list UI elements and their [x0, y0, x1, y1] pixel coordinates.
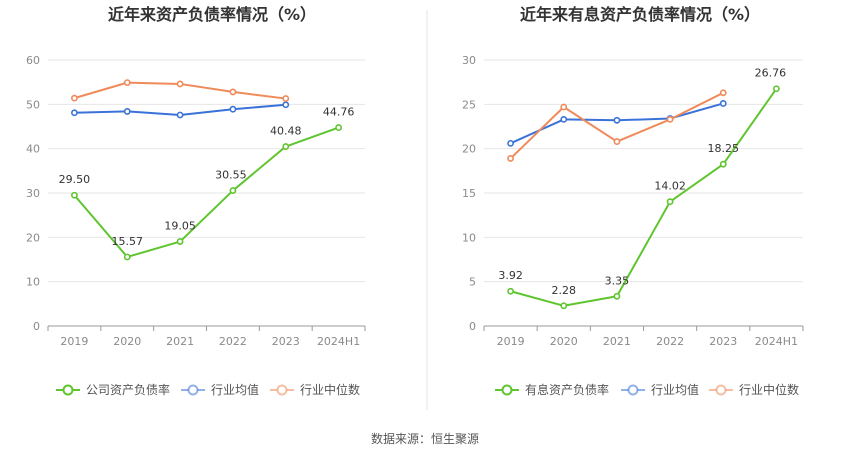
- data-point: [719, 100, 727, 107]
- legend-entry: 行业均值: [211, 382, 259, 397]
- data-label: 18.25: [708, 142, 740, 155]
- data-point: [560, 116, 568, 123]
- series-line: [510, 88, 778, 307]
- y-tick-label: 5: [469, 276, 476, 289]
- legend-entry: 公司资产负债率: [86, 382, 170, 397]
- data-label: 26.76: [755, 67, 787, 80]
- data-point: [229, 105, 237, 113]
- y-tick-label: 30: [462, 54, 476, 67]
- data-point: [123, 253, 131, 261]
- data-point: [123, 108, 131, 115]
- data-label: 44.76: [323, 106, 355, 119]
- data-source-text: 数据来源：恒生聚源: [371, 431, 479, 446]
- legend-entry: 行业均值: [651, 382, 699, 397]
- data-label: 15.57: [112, 235, 144, 248]
- data-point: [507, 287, 514, 295]
- x-tick-label: 2019: [497, 335, 525, 348]
- data-point: [282, 143, 290, 150]
- y-tick-label: 10: [462, 231, 476, 244]
- data-point: [613, 116, 621, 124]
- series-line: [73, 126, 339, 258]
- data-point: [560, 103, 568, 111]
- legend-entry: 有息资产负债率: [525, 382, 609, 397]
- legend-swatch-marker: [501, 384, 513, 396]
- legend-entry: 行业中位数: [739, 382, 799, 397]
- x-tick-label: 2021: [166, 335, 194, 348]
- y-tick-label: 10: [26, 276, 40, 289]
- y-tick-label: 20: [26, 231, 40, 244]
- legend-swatch-marker: [715, 384, 727, 396]
- x-tick-label: 2020: [113, 335, 141, 348]
- x-tick-label: 2019: [60, 335, 88, 348]
- legend-swatch-marker: [276, 384, 288, 396]
- data-point: [71, 94, 78, 102]
- y-tick-label: 30: [26, 187, 40, 200]
- legend-swatch-marker: [627, 384, 639, 396]
- data-point: [719, 89, 727, 97]
- data-point: [773, 85, 780, 93]
- chart-title: 近年来资产负债率情况（%）: [108, 5, 316, 24]
- data-point: [666, 116, 674, 123]
- legend-entry: 行业中位数: [300, 382, 360, 397]
- y-tick-label: 0: [469, 320, 476, 333]
- x-tick-label: 2022: [219, 335, 247, 348]
- data-point: [176, 238, 184, 245]
- data-point: [229, 88, 237, 96]
- data-label: 3.35: [605, 274, 630, 287]
- data-point: [613, 292, 621, 300]
- data-point: [123, 79, 131, 87]
- data-label: 19.05: [164, 220, 196, 233]
- y-tick-label: 25: [462, 98, 476, 111]
- x-tick-label: 2020: [550, 335, 578, 348]
- data-point: [507, 139, 514, 147]
- data-point: [71, 109, 78, 117]
- x-tick-label: 2022: [656, 335, 684, 348]
- x-tick-label: 2024H1: [755, 335, 798, 348]
- y-tick-label: 15: [462, 187, 476, 200]
- data-point: [176, 80, 184, 88]
- chart-title: 近年来有息资产负债率情况（%）: [520, 5, 760, 24]
- y-tick-label: 50: [26, 98, 40, 111]
- legend-swatch-marker: [187, 384, 199, 396]
- data-point: [507, 155, 514, 162]
- data-point: [71, 191, 78, 199]
- legend-swatch-marker: [62, 384, 74, 396]
- data-label: 30.55: [215, 169, 247, 182]
- x-tick-label: 2021: [603, 335, 631, 348]
- data-point: [229, 187, 237, 194]
- data-point: [335, 124, 342, 131]
- data-point: [560, 302, 568, 310]
- data-point: [282, 101, 290, 109]
- y-tick-label: 60: [26, 54, 40, 67]
- data-label: 14.02: [654, 180, 686, 193]
- data-point: [666, 198, 674, 206]
- data-label: 2.28: [552, 284, 577, 297]
- x-tick-label: 2023: [709, 335, 737, 348]
- y-tick-label: 0: [33, 320, 40, 333]
- data-point: [613, 138, 621, 145]
- y-tick-label: 20: [462, 143, 476, 156]
- data-point: [176, 111, 184, 119]
- y-tick-label: 40: [26, 143, 40, 156]
- data-label: 3.92: [498, 269, 523, 282]
- data-point: [282, 95, 290, 102]
- data-point: [719, 160, 727, 168]
- x-tick-label: 2023: [272, 335, 300, 348]
- x-tick-label: 2024H1: [317, 335, 360, 348]
- data-label: 40.48: [270, 125, 302, 138]
- data-label: 29.50: [59, 173, 91, 186]
